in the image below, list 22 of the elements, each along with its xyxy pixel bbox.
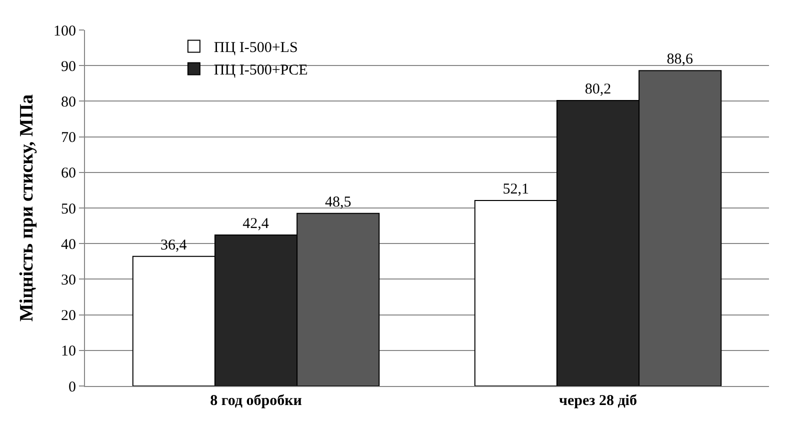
- legend-label: ПЦ I-500+PCE: [214, 62, 308, 79]
- data-label: 48,5: [324, 194, 352, 210]
- y-tick-label: 70: [61, 130, 76, 146]
- y-tick-label: 20: [61, 308, 76, 324]
- data-label: 42,4: [242, 216, 270, 232]
- data-label: 36,4: [160, 237, 188, 254]
- x-tick-label: через 28 діб: [559, 393, 637, 409]
- y-tick-label: 50: [61, 201, 76, 218]
- y-tick-label: 30: [61, 272, 76, 288]
- y-axis-title: Міцність при стиску, МПа: [16, 94, 38, 322]
- y-tick-label: 90: [61, 58, 76, 75]
- data-label: 88,6: [666, 52, 694, 68]
- y-tick-label: 0: [68, 379, 76, 396]
- y-tick-label: 10: [61, 344, 76, 360]
- y-tick-label: 40: [61, 236, 76, 253]
- data-label: 52,1: [502, 182, 530, 198]
- x-tick-label: 8 год обробки: [210, 393, 302, 409]
- y-tick-label: 60: [61, 166, 76, 182]
- y-tick-label: 80: [61, 94, 76, 110]
- data-label: 80,2: [584, 81, 612, 98]
- y-tick-label: 100: [54, 23, 76, 40]
- legend-label: ПЦ I-500+LS: [214, 40, 298, 56]
